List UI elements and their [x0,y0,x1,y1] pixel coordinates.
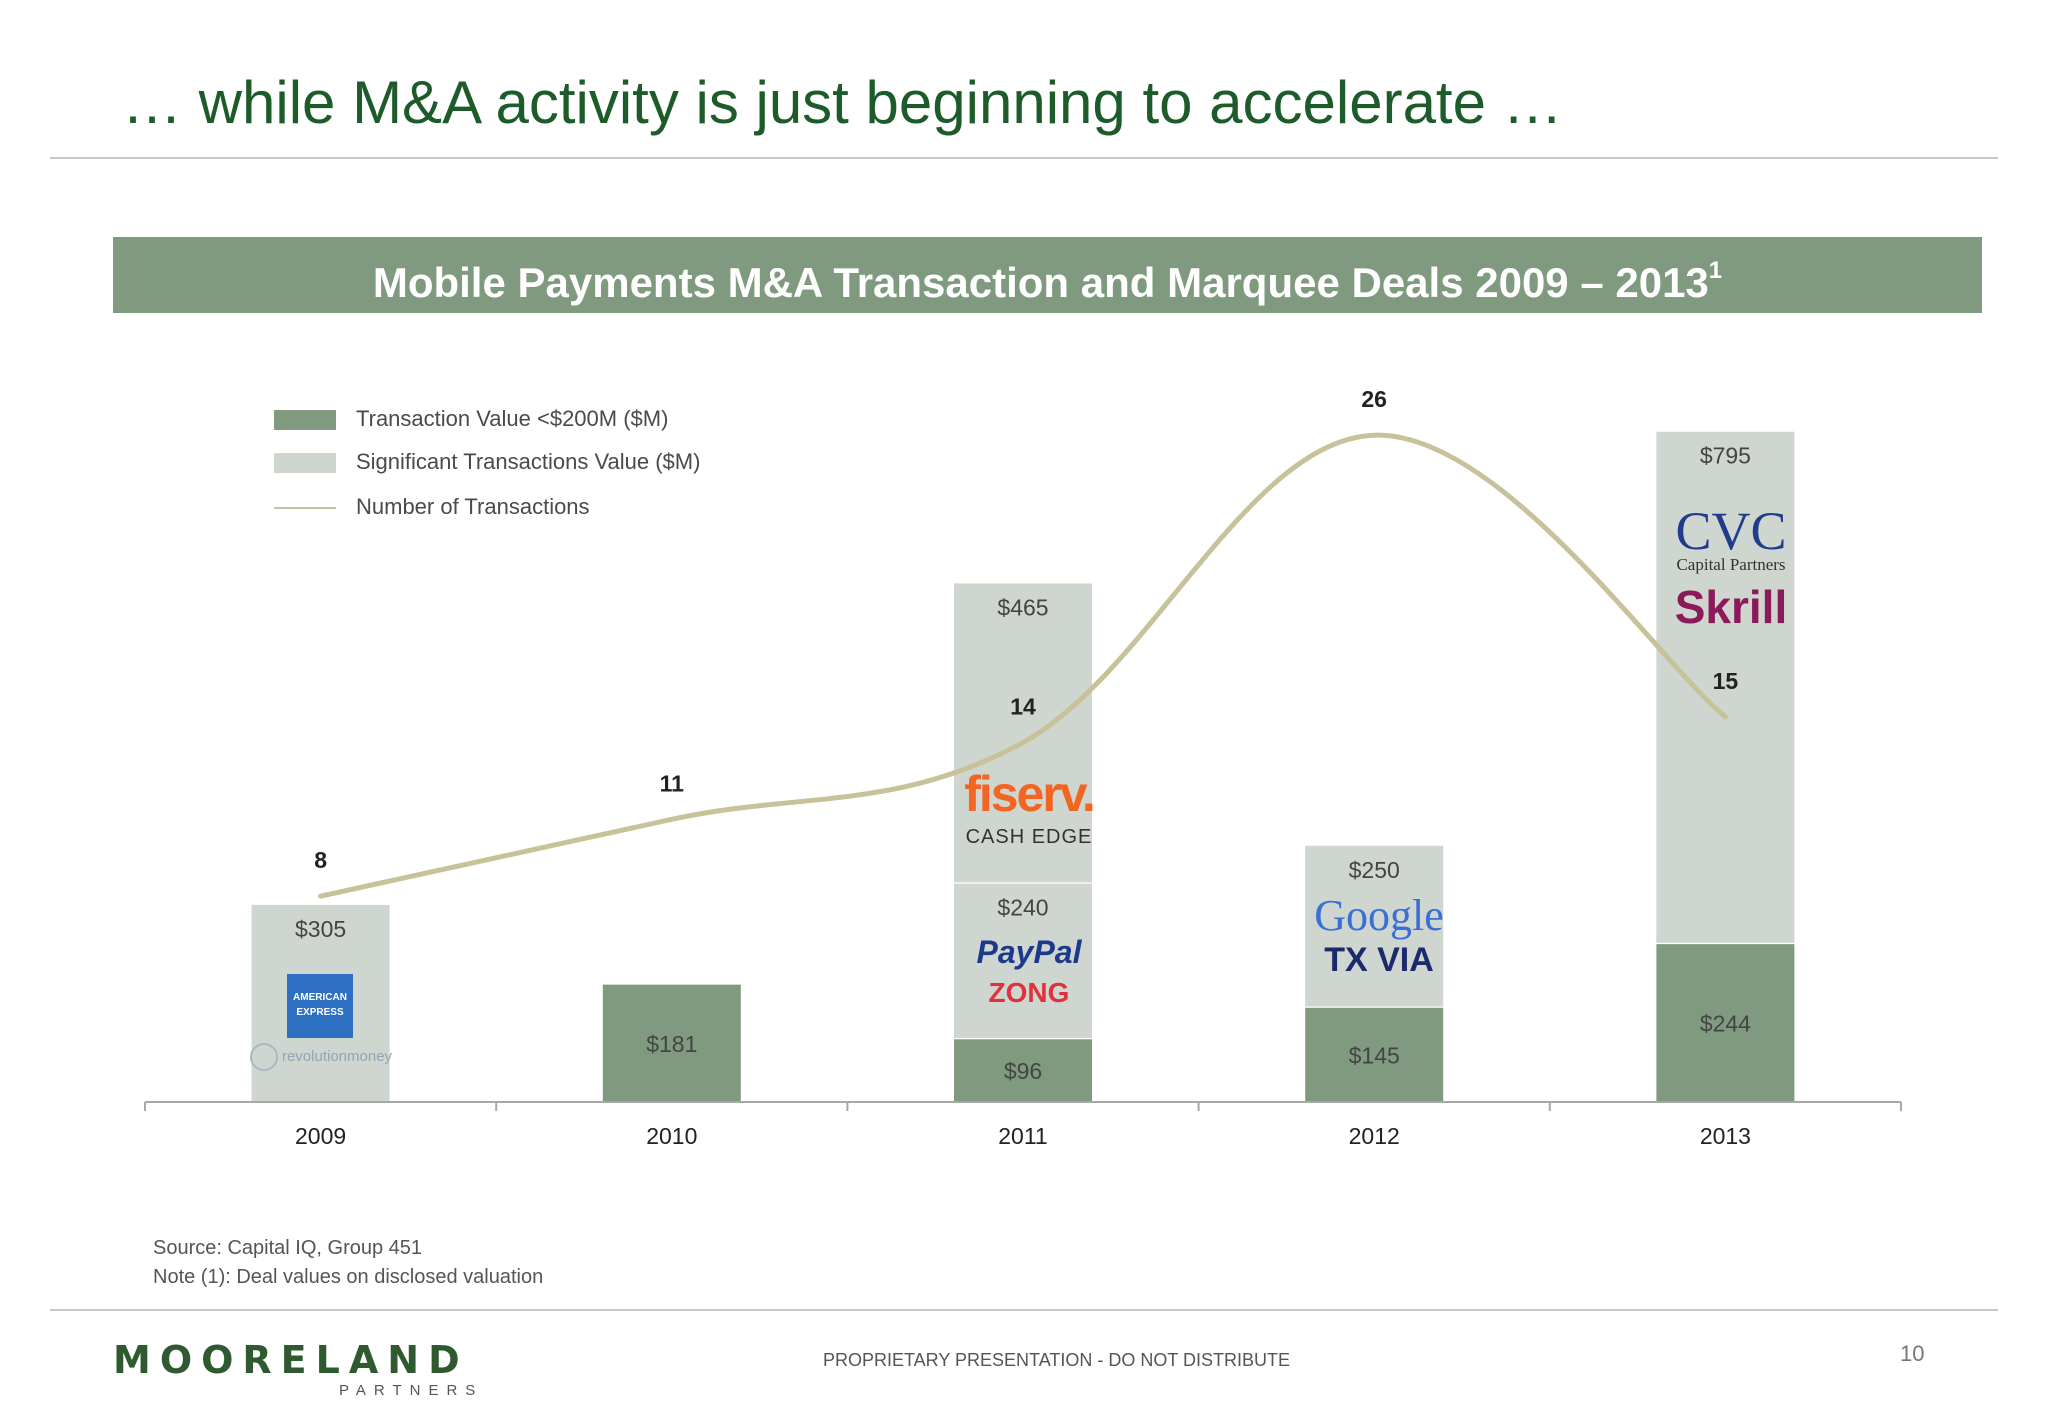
bar-transaction-value [1656,944,1795,1101]
title-divider [50,157,1998,159]
bar-value-label: $250 [1349,857,1400,883]
fiserv-logo: fiserv. [964,766,1096,822]
page-title: … while M&A activity is just beginning t… [122,69,1563,136]
bar-value-label: $181 [646,1031,697,1057]
chart-title-footnote: 1 [1708,257,1723,284]
revolution-money-icon [249,1043,278,1071]
mooreland-logo-sub: PARTNERS [339,1382,484,1399]
x-tick-label: 2010 [646,1123,697,1149]
skrill-logo: Skrill [1674,581,1788,633]
legend-label: Number of Transactions [356,494,590,519]
bar-significant-value [954,883,1092,1038]
legend-label: Transaction Value <$200M ($M) [356,406,669,431]
google-logo: Google [1314,891,1444,940]
amex-logo-line: AMERICAN [293,992,347,1003]
bar-significant-value [954,583,1092,883]
cashedge-logo: CASH EDGE [965,826,1093,848]
source-notes: Source: Capital IQ, Group 451 Note (1): … [153,1234,543,1292]
x-tick-label: 2009 [295,1123,346,1149]
x-tick-label: 2011 [998,1123,1047,1149]
bar-value-label: $145 [1349,1042,1400,1068]
mooreland-logo-brand: MOORELAND [113,1338,469,1382]
zong-logo: ZONG [988,977,1070,1008]
legend-swatch-line [274,507,336,509]
confidentiality-note: PROPRIETARY PRESENTATION - DO NOT DISTRI… [823,1350,1291,1370]
legend-label: Significant Transactions Value ($M) [356,449,701,474]
revolution-money-logo: revolutionmoney [241,1043,401,1071]
chart-banner: Mobile Payments M&A Transaction and Marq… [113,237,1982,313]
line-value-label: 26 [1361,386,1387,412]
line-value-label: 11 [660,770,685,796]
note-text: Note (1): Deal values on disclosed valua… [153,1266,544,1288]
page-number: 10 [1900,1341,1925,1366]
txvia-logo: TX VIA [1324,941,1434,979]
bar-value-label: $244 [1700,1011,1751,1037]
line-value-label: 15 [1713,668,1739,694]
paypal-logo: PayPal [976,934,1082,970]
bar-value-label: $96 [1004,1058,1042,1084]
amex-logo: AMERICAN EXPRESS [287,974,353,1038]
x-tick-label: 2013 [1700,1123,1751,1149]
revolution-money-text: revolutionmoney [281,1047,393,1065]
bar-significant-value [1305,845,1444,1007]
bar-transaction-value [1305,1007,1444,1101]
footer-divider [50,1309,1998,1311]
x-tick-label: 2012 [1349,1123,1400,1149]
bar-value-label: $305 [295,916,346,942]
line-value-label: 8 [314,847,327,873]
cvc-logo-subtitle: Capital Partners [1676,555,1786,574]
mooreland-logo: MOORELAND PARTNERS [113,1338,475,1399]
transactions-line [318,432,1728,899]
line-value-label: 14 [1010,694,1036,720]
legend-swatch-dark [274,410,336,430]
chart-title: Mobile Payments M&A Transaction and Marq… [372,259,1709,306]
bar-significant-value [1656,431,1795,943]
amex-logo-line: EXPRESS [296,1007,344,1018]
legend-swatch-light [274,453,336,473]
cvc-logo: CVC [1675,501,1787,561]
source-text: Source: Capital IQ, Group 451 [153,1237,423,1259]
bar-value-label: $465 [997,594,1048,620]
bar-transaction-value [954,1039,1092,1101]
bar-value-label: $240 [997,895,1048,921]
bar-value-label: $795 [1700,443,1751,469]
bar-transaction-value [602,984,741,1101]
